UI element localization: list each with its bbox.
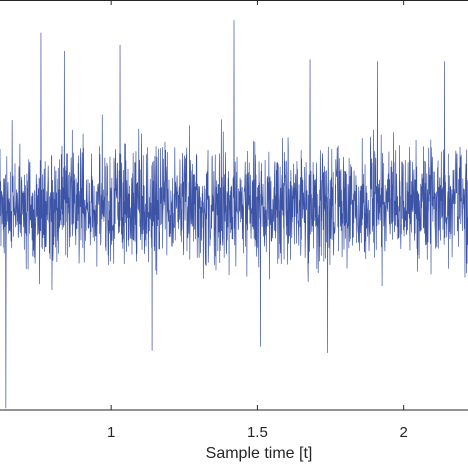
x-tick-label: 1 (107, 424, 115, 441)
x-axis-label: Sample time [t] (206, 445, 313, 462)
series-layer (0, 20, 468, 409)
plot-area: 1 1.5 2 (0, 0, 468, 441)
tick-layer: 1 1.5 2 (107, 0, 408, 441)
x-tick-label: 1.5 (247, 424, 268, 441)
x-tick-label: 2 (399, 424, 407, 441)
noise-series-line (0, 20, 468, 409)
